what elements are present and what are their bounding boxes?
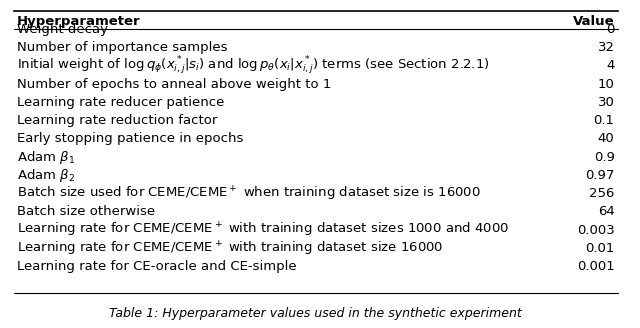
Text: 0.97: 0.97 [585,169,614,182]
Text: Early stopping patience in epochs: Early stopping patience in epochs [17,133,243,145]
Text: 64: 64 [598,205,614,218]
Text: Adam $\beta_2$: Adam $\beta_2$ [17,167,75,184]
Text: Batch size otherwise: Batch size otherwise [17,205,156,218]
Text: Hyperparameter: Hyperparameter [17,15,141,28]
Text: Value: Value [573,15,614,28]
Text: 0.001: 0.001 [577,260,614,273]
Text: Initial weight of $\log q_{\phi}(x^*_{i,j}|s_i)$ and $\log p_{\theta}(x_i|x^*_{i: Initial weight of $\log q_{\phi}(x^*_{i,… [17,55,490,77]
Text: 0.9: 0.9 [594,151,614,164]
Text: Adam $\beta_1$: Adam $\beta_1$ [17,149,76,166]
Text: Batch size used for CEME/CEME$^+$ when training dataset size is 16000: Batch size used for CEME/CEME$^+$ when t… [17,185,481,203]
Text: Number of epochs to anneal above weight to 1: Number of epochs to anneal above weight … [17,78,332,91]
Text: 0: 0 [606,23,614,36]
Text: Learning rate reduction factor: Learning rate reduction factor [17,114,218,127]
Text: 0.003: 0.003 [577,224,614,237]
Text: Learning rate for CE-oracle and CE-simple: Learning rate for CE-oracle and CE-simpl… [17,260,297,273]
Text: 0.1: 0.1 [593,114,614,127]
Text: 30: 30 [598,96,614,109]
Text: 32: 32 [598,41,614,54]
Text: 0.01: 0.01 [585,242,614,255]
Text: Table 1: Hyperparameter values used in the synthetic experiment: Table 1: Hyperparameter values used in t… [109,307,522,320]
Text: Weight decay: Weight decay [17,23,108,36]
Text: 4: 4 [606,59,614,72]
Text: Learning rate for CEME/CEME$^+$ with training dataset size 16000: Learning rate for CEME/CEME$^+$ with tra… [17,239,444,257]
Text: Learning rate reducer patience: Learning rate reducer patience [17,96,225,109]
Text: Number of importance samples: Number of importance samples [17,41,228,54]
Text: 40: 40 [598,133,614,145]
Text: 10: 10 [598,78,614,91]
Text: 256: 256 [589,187,614,200]
Text: Learning rate for CEME/CEME$^+$ with training dataset sizes 1000 and 4000: Learning rate for CEME/CEME$^+$ with tra… [17,221,509,239]
